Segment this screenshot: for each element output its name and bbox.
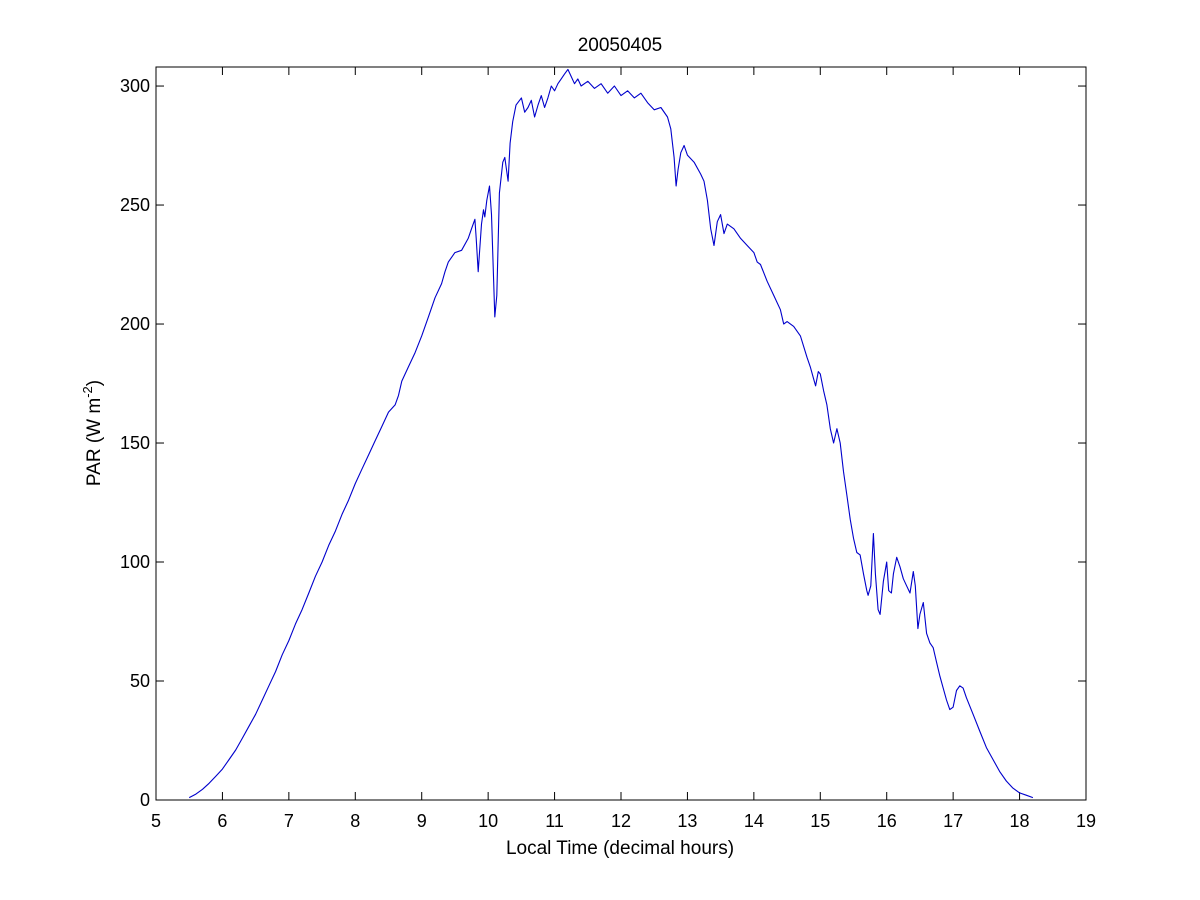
x-tick-label: 17: [943, 811, 963, 831]
y-tick-label: 50: [130, 671, 150, 691]
x-tick-label: 6: [217, 811, 227, 831]
x-tick-label: 9: [417, 811, 427, 831]
y-tick-label: 100: [120, 552, 150, 572]
y-axis-title-main: PAR (W m: [84, 398, 105, 486]
y-tick-label: 200: [120, 314, 150, 334]
x-tick-label: 13: [677, 811, 697, 831]
x-tick-label: 14: [744, 811, 764, 831]
x-tick-label: 5: [151, 811, 161, 831]
y-axis-title: PAR (W m-2): [80, 380, 105, 486]
x-axis: 5 6 7 8 9 10 11 12 13 14 15 16 17 18 19: [151, 67, 1096, 831]
y-tick-label: 300: [120, 76, 150, 96]
x-tick-label: 15: [810, 811, 830, 831]
y-tick-label: 250: [120, 195, 150, 215]
y-tick-label: 0: [140, 790, 150, 810]
x-tick-label: 12: [611, 811, 631, 831]
y-axis: 0 50 100 150 200 250 300: [120, 76, 1086, 810]
x-tick-label: 8: [350, 811, 360, 831]
x-tick-label: 16: [877, 811, 897, 831]
chart-title: 20050405: [578, 35, 663, 56]
x-tick-label: 10: [478, 811, 498, 831]
x-tick-label: 11: [545, 811, 564, 831]
x-tick-label: 7: [284, 811, 294, 831]
y-axis-title-close: ): [84, 380, 105, 386]
series-line-par: [188, 68, 1034, 799]
x-tick-label: 19: [1076, 811, 1096, 831]
y-axis-title-exponent: -2: [80, 386, 95, 398]
y-tick-label: 150: [120, 433, 150, 453]
x-axis-title: Local Time (decimal hours): [506, 838, 734, 859]
plot-area: 5 6 7 8 9 10 11 12 13 14 15 16 17 18 19 0 50 100 150 200 25…: [120, 66, 1096, 831]
x-tick-label: 18: [1010, 811, 1030, 831]
